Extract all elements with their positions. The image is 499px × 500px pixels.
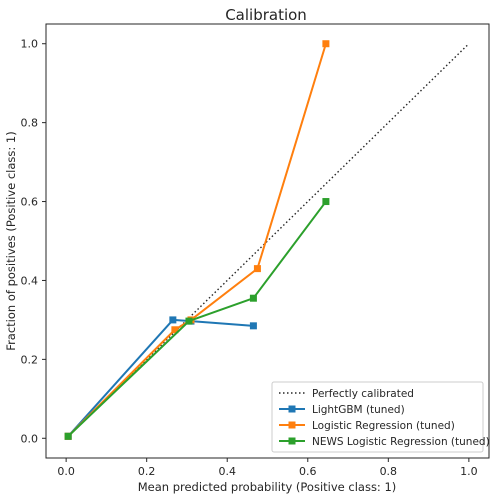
legend: Perfectly calibrated LightGBM (tuned) Logi… <box>271 381 490 453</box>
legend-swatch-marker <box>288 437 296 445</box>
series-1-point <box>322 40 330 48</box>
x-axis: 0.0 0.2 0.4 0.6 0.8 1.0 <box>57 458 478 478</box>
y-tick-label: 0.6 <box>21 196 39 209</box>
legend-swatch-marker <box>288 421 296 429</box>
y-axis: 0.0 0.2 0.4 0.6 0.8 1.0 <box>21 38 46 445</box>
x-tick-label: 1.0 <box>460 465 478 478</box>
legend-entry-label: LightGBM (tuned) <box>312 404 405 416</box>
x-tick-label: 0.8 <box>380 465 398 478</box>
y-tick-label: 0.0 <box>21 432 39 445</box>
x-tick-label: 0.0 <box>57 465 75 478</box>
y-tick-label: 1.0 <box>21 38 39 51</box>
y-tick-label: 0.8 <box>21 117 39 130</box>
chart-title: Calibration <box>225 6 307 24</box>
legend-entry-label: NEWS Logistic Regression (tuned) <box>312 436 490 448</box>
series-0-point <box>169 316 177 324</box>
series-1-point <box>253 265 261 273</box>
x-axis-label: Mean predicted probability (Positive cla… <box>138 480 397 494</box>
y-tick-label: 0.2 <box>21 353 39 366</box>
series-0-point <box>249 322 257 330</box>
series-2-point <box>322 198 330 206</box>
legend-swatch-marker <box>288 405 296 413</box>
x-tick-label: 0.6 <box>299 465 317 478</box>
series-2-point <box>249 294 257 302</box>
series-2-point <box>64 432 72 440</box>
series-2-point <box>185 317 193 325</box>
x-tick-label: 0.4 <box>218 465 236 478</box>
series-layer <box>64 40 330 440</box>
series-line-2 <box>67 200 327 438</box>
x-tick-label: 0.2 <box>138 465 156 478</box>
y-tick-label: 0.4 <box>21 274 39 287</box>
y-axis-label: Fraction of positives (Positive class: 1… <box>4 131 18 350</box>
series-1-point <box>171 326 179 334</box>
series-line-0 <box>67 318 254 437</box>
legend-entry-label: Logistic Regression (tuned) <box>312 420 455 432</box>
legend-box <box>271 381 484 453</box>
legend-entry-label: Perfectly calibrated <box>312 388 414 400</box>
